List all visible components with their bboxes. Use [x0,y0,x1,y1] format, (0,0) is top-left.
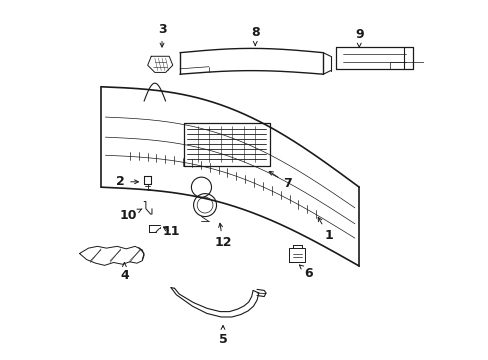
Text: 7: 7 [269,171,291,190]
Text: 6: 6 [299,265,313,280]
Text: 12: 12 [214,223,231,249]
Text: 1: 1 [318,217,332,242]
Text: 3: 3 [158,23,166,47]
Text: 9: 9 [354,28,363,47]
Text: 2: 2 [116,175,138,188]
Text: 8: 8 [250,27,259,45]
Text: 10: 10 [119,209,142,222]
Text: 4: 4 [120,262,128,282]
Text: 11: 11 [162,225,180,238]
Text: 5: 5 [218,325,227,346]
